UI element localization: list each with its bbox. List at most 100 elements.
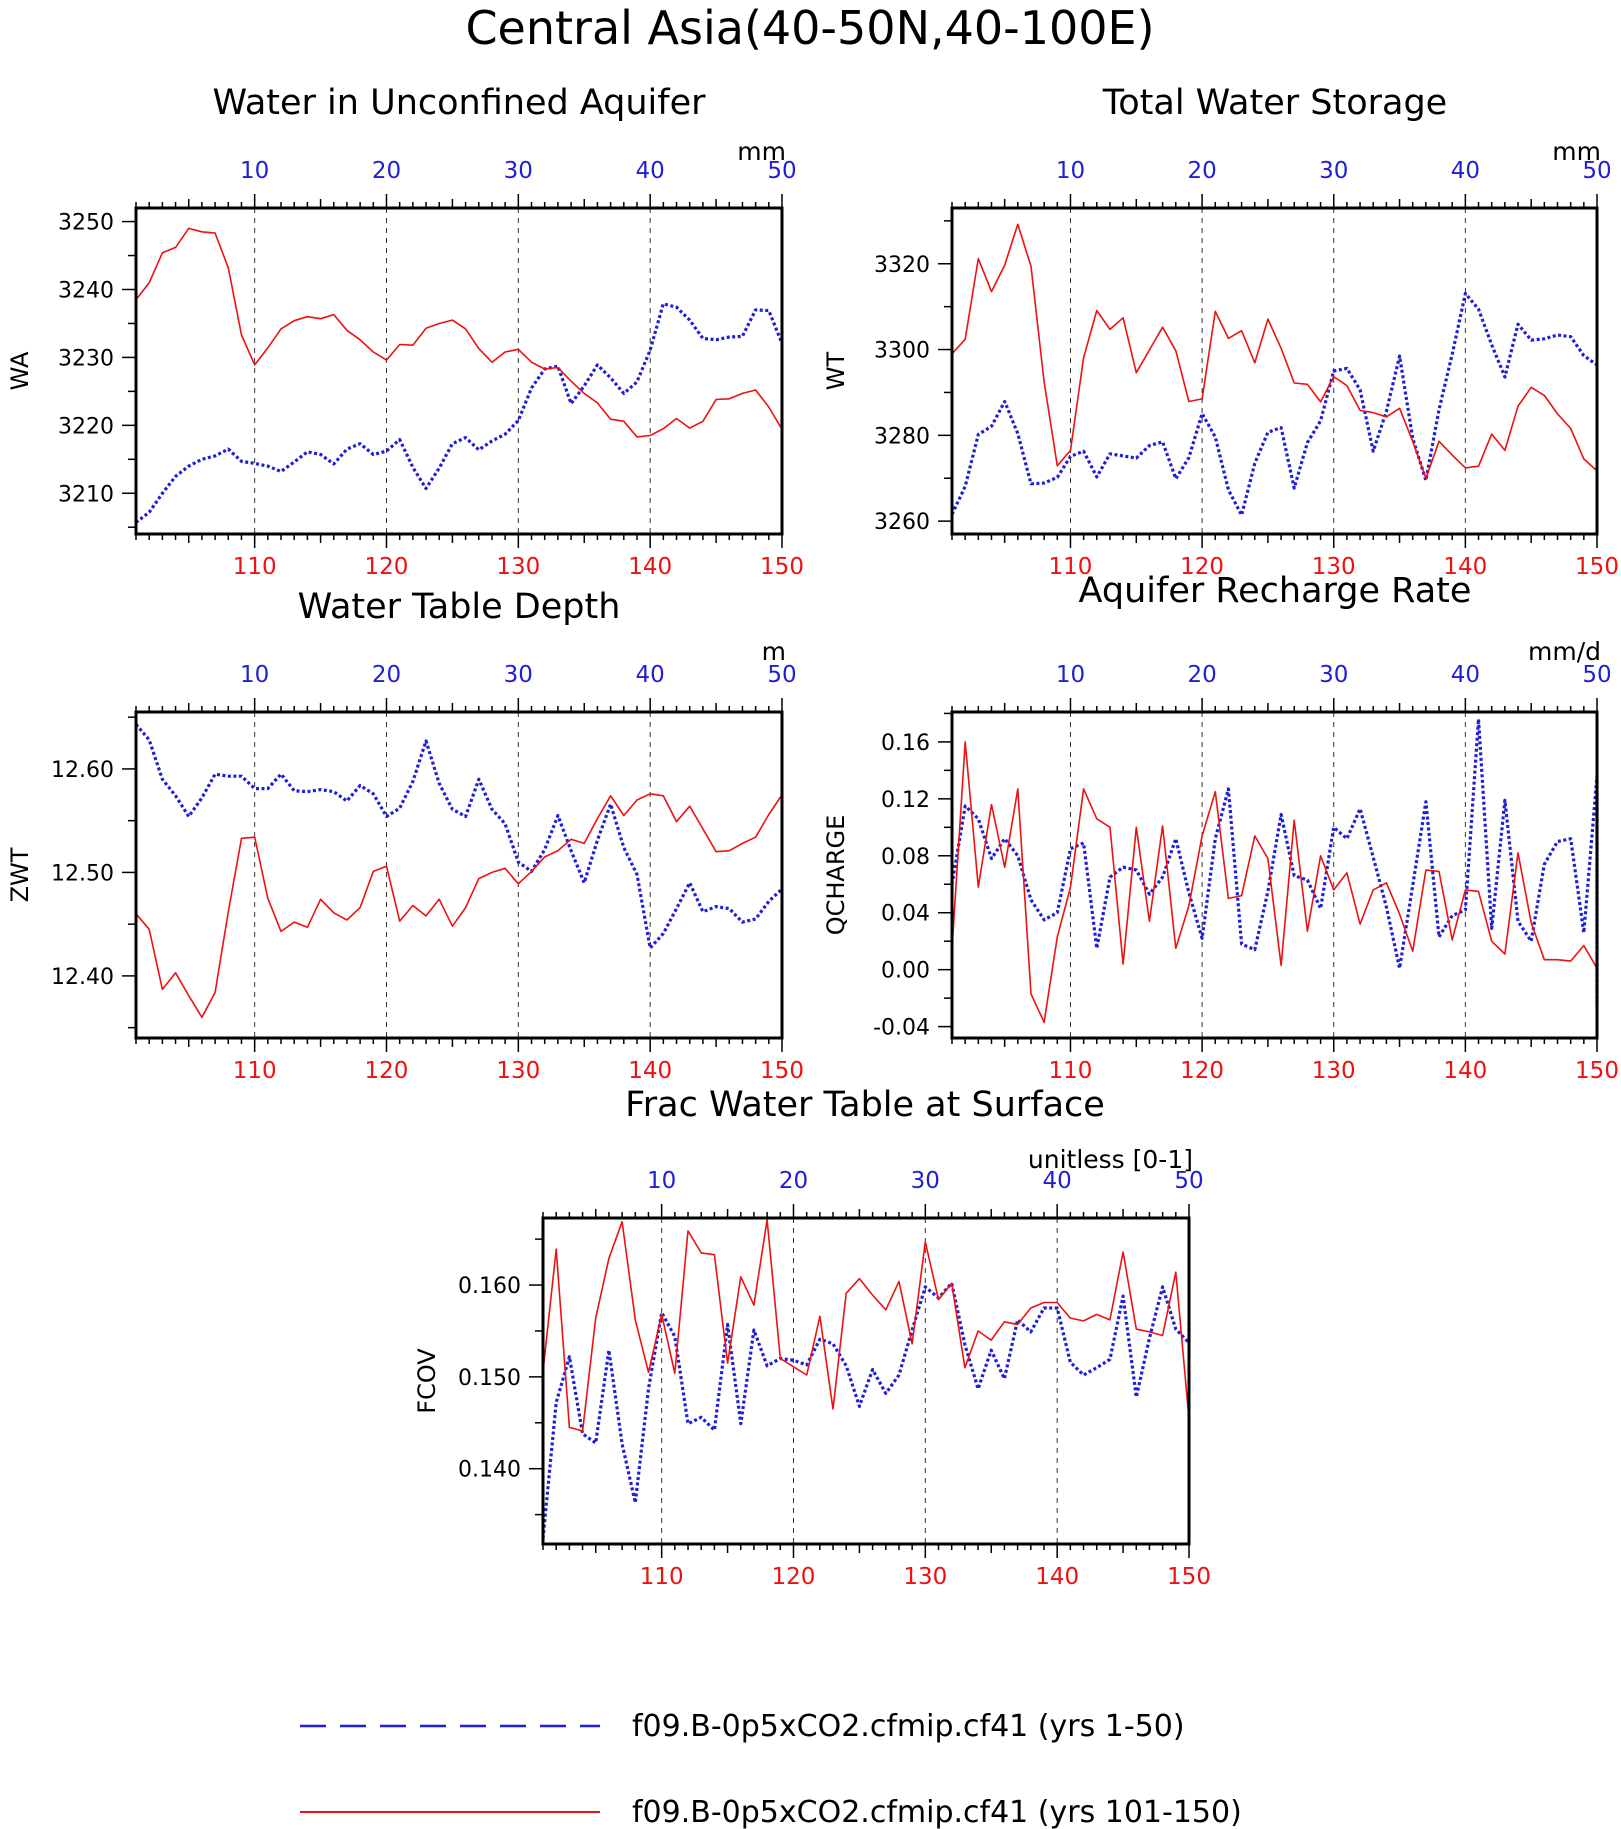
plot-frame	[950, 206, 1599, 536]
x-tick-label-bottom: 140	[628, 1058, 672, 1084]
chart-title: Aquifer Recharge Rate	[1079, 571, 1472, 611]
y-axis-label: ZWT	[6, 847, 34, 902]
y-tick-label: 3250	[58, 211, 114, 236]
x-tick-label-top: 20	[1187, 662, 1216, 688]
y-tick-label: -0.04	[873, 1016, 930, 1041]
x-tick-label-top: 10	[1056, 158, 1085, 184]
series-line-yrs-101-150	[135, 227, 783, 438]
x-tick-label-bottom: 110	[640, 1564, 684, 1590]
x-tick-label-bottom: 150	[760, 1058, 804, 1084]
x-tick-label-bottom: 140	[1035, 1564, 1079, 1590]
x-tick-label-bottom: 130	[1312, 554, 1356, 580]
y-tick-label: 0.08	[881, 845, 930, 870]
y-axis-label: FCOV	[413, 1348, 441, 1414]
x-tick-label-bottom: 140	[1443, 1058, 1487, 1084]
y-tick-label: 0.16	[881, 731, 930, 756]
series-line-yrs-101-150	[135, 792, 783, 1019]
chart-title: Water Table Depth	[298, 587, 621, 627]
x-tick-label-bottom: 130	[1312, 1058, 1356, 1084]
x-tick-label-top: 50	[1174, 1168, 1203, 1194]
x-tick-label-bottom: 130	[496, 554, 540, 580]
x-tick-label-bottom: 130	[496, 1058, 540, 1084]
y-tick-label: 12.60	[51, 758, 114, 783]
x-tick-label-bottom: 110	[1049, 1058, 1093, 1084]
x-tick-label-top: 30	[504, 158, 533, 184]
chart-title: Total Water Storage	[1102, 83, 1447, 123]
x-tick-label-top: 50	[1582, 158, 1611, 184]
y-tick-label: 0.00	[881, 959, 930, 984]
y-tick-label: 3240	[58, 279, 114, 304]
series-line-yrs-1-50	[950, 291, 1598, 517]
x-tick-label-bottom: 110	[233, 554, 277, 580]
chart-title: Water in Unconfined Aquifer	[212, 83, 706, 123]
x-tick-label-bottom: 120	[365, 1058, 409, 1084]
y-tick-label: 0.12	[881, 788, 930, 813]
y-axis-label: WT	[822, 351, 850, 390]
chart-wa: Water in Unconfined Aquifer mm WA 110 120 130…	[6, 83, 804, 580]
y-tick-label: 3320	[874, 253, 930, 278]
series-line-yrs-101-150	[542, 1219, 1190, 1432]
series-group	[134, 723, 784, 1019]
x-tick-label-top: 20	[1187, 158, 1216, 184]
series-line-yrs-1-50	[134, 723, 784, 950]
series-group	[950, 223, 1598, 517]
series-group	[135, 227, 784, 524]
y-tick-label: 0.04	[881, 902, 930, 927]
x-tick-label-top: 30	[1319, 662, 1348, 688]
y-tick-label: 3210	[58, 482, 114, 507]
series-line-yrs-101-150	[951, 223, 1598, 480]
x-tick-label-top: 20	[779, 1168, 808, 1194]
x-tick-label-top: 50	[1582, 662, 1611, 688]
x-tick-label-top: 40	[636, 662, 665, 688]
legend-label-yrs-1-50: f09.B-0p5xCO2.cfmip.cf41 (yrs 1-50)	[632, 1709, 1185, 1744]
units-label: mm	[1552, 137, 1601, 166]
x-tick-label-bottom: 110	[233, 1058, 277, 1084]
y-axis-label: QCHARGE	[822, 815, 850, 936]
chart-qcharge: Aquifer Recharge Rate mm/d QCHARGE 110 120 13…	[822, 571, 1619, 1084]
x-tick-label-top: 40	[1043, 1168, 1072, 1194]
x-tick-label-top: 10	[647, 1168, 676, 1194]
x-tick-label-bottom: 130	[903, 1564, 947, 1590]
plot-frame	[134, 206, 784, 536]
x-tick-label-top: 50	[767, 158, 796, 184]
x-tick-label-top: 20	[372, 662, 401, 688]
units-label: unitless [0-1]	[1028, 1145, 1193, 1174]
series-line-yrs-1-50	[541, 1281, 1191, 1539]
plot-frame	[950, 710, 1599, 1040]
x-tick-label-top: 10	[1056, 662, 1085, 688]
x-tick-label-top: 50	[767, 662, 796, 688]
x-tick-label-bottom: 140	[1443, 554, 1487, 580]
y-tick-label: 3300	[874, 339, 930, 364]
y-tick-label: 0.160	[458, 1274, 521, 1299]
x-tick-label-bottom: 120	[1180, 1058, 1224, 1084]
x-tick-label-bottom: 140	[628, 554, 672, 580]
x-tick-label-top: 20	[372, 158, 401, 184]
x-tick-label-bottom: 150	[1575, 1058, 1619, 1084]
x-tick-label-top: 30	[911, 1168, 940, 1194]
plot-frame	[134, 710, 784, 1040]
series-line-yrs-101-150	[951, 741, 1598, 1024]
y-tick-label: 3260	[874, 510, 930, 535]
x-tick-label-bottom: 150	[1167, 1564, 1211, 1590]
figure-title: Central Asia(40-50N,40-100E)	[465, 1, 1154, 55]
units-label: mm/d	[1528, 637, 1601, 666]
y-tick-label: 3220	[58, 414, 114, 439]
series-line-yrs-1-50	[950, 717, 1599, 1007]
x-tick-label-bottom: 120	[772, 1564, 816, 1590]
y-axis-label: WA	[6, 351, 34, 390]
x-tick-label-bottom: 110	[1049, 554, 1093, 580]
x-tick-label-bottom: 120	[365, 554, 409, 580]
units-label: m	[762, 637, 786, 666]
units-label: mm	[737, 137, 786, 166]
y-tick-label: 3230	[58, 346, 114, 371]
x-tick-label-top: 10	[240, 158, 269, 184]
x-tick-label-top: 10	[240, 662, 269, 688]
x-tick-label-bottom: 120	[1180, 554, 1224, 580]
x-tick-label-top: 40	[1451, 662, 1480, 688]
x-tick-label-top: 30	[504, 662, 533, 688]
chart-fcov: Frac Water Table at Surface unitless [0-1…	[413, 1085, 1211, 1590]
chart-zwt: Water Table Depth m ZWT 110 120 130 140 150 10 20…	[6, 587, 804, 1084]
x-tick-label-bottom: 150	[1575, 554, 1619, 580]
x-tick-label-bottom: 150	[760, 554, 804, 580]
